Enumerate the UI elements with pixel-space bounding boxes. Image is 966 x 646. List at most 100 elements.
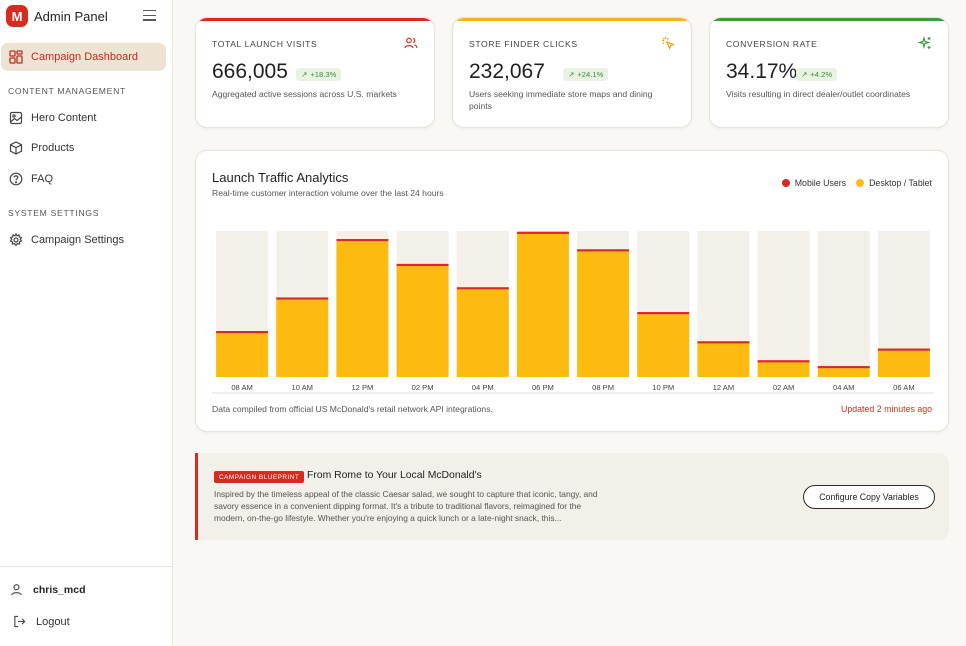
stat-description: Users seeking immediate store maps and d… — [469, 89, 653, 111]
trend-badge: ↗ +4.2% — [796, 68, 838, 81]
stat-card-store-finder: STORE FINDER CLICKS 232,067 ↗ +24.1% User… — [452, 17, 692, 128]
help-circle-icon — [9, 172, 23, 186]
x-tick-label: 12 PM — [351, 383, 373, 392]
bar-mobile-8 — [697, 341, 750, 344]
trend-up-icon: ↗ — [301, 70, 308, 79]
logout-label: Logout — [36, 615, 70, 628]
chart-subtitle: Real-time customer interaction volume ov… — [212, 188, 444, 198]
x-tick-label: 02 PM — [412, 383, 434, 392]
stat-description: Visits resulting in direct dealer/outlet… — [726, 89, 911, 99]
stat-description: Aggregated active sessions across U.S. m… — [212, 89, 397, 99]
legend-label: Desktop / Tablet — [869, 178, 932, 188]
bar-desktop-4 — [456, 289, 509, 377]
users-icon — [404, 37, 418, 49]
x-tick-label: 12 AM — [713, 383, 735, 392]
trend-badge: ↗ +18.3% — [296, 68, 342, 81]
bar-desktop-5 — [516, 233, 569, 377]
sidebar-item-products[interactable]: Products — [1, 134, 166, 162]
bar-desktop-9 — [757, 362, 810, 377]
sidebar: M Admin Panel Campaign Dashboard CONTENT… — [0, 0, 173, 646]
bar-desktop-0 — [216, 333, 269, 377]
sidebar-item-label: Campaign Settings — [31, 234, 124, 246]
gear-icon — [9, 233, 23, 247]
trend-badge-value: +18.3% — [310, 70, 337, 79]
dashboard-icon — [9, 50, 23, 64]
bar-desktop-8 — [697, 343, 750, 377]
bar-desktop-2 — [336, 241, 389, 377]
stat-label: STORE FINDER CLICKS — [469, 39, 578, 49]
blueprint-body: Inspired by the timeless appeal of the c… — [214, 489, 598, 523]
stat-accent-bar — [453, 18, 691, 21]
logout-button[interactable]: Logout — [13, 615, 70, 628]
stat-card-launch-visits: TOTAL LAUNCH VISITS 666,005 ↗ +18.3% Aggr… — [195, 17, 435, 128]
sidebar-item-label: Products — [31, 142, 75, 154]
sidebar-item-label: Campaign Dashboard — [31, 51, 139, 63]
bar-mobile-10 — [817, 366, 870, 369]
x-tick-label: 04 AM — [833, 383, 855, 392]
legend-item-desktop[interactable]: Desktop / Tablet — [856, 178, 932, 188]
bar-mobile-11 — [877, 348, 930, 351]
brand-title: Admin Panel — [34, 8, 108, 24]
blueprint-tag: CAMPAIGN BLUEPRINT — [214, 471, 305, 483]
bar-mobile-9 — [757, 360, 810, 363]
sidebar-item-label: FAQ — [31, 173, 54, 185]
chart-updated-status: Updated 2 minutes ago — [841, 404, 932, 414]
bar-desktop-1 — [276, 299, 329, 377]
sidebar-item-hero-content[interactable]: Hero Content — [1, 104, 166, 132]
trend-badge: ↗ +24.1% — [563, 68, 609, 81]
bar-mobile-4 — [456, 287, 509, 290]
chart-legend: Mobile Users Desktop / Tablet — [772, 178, 932, 188]
stat-accent-bar — [710, 18, 948, 21]
blueprint-title: From Rome to Your Local McDonald's — [307, 470, 482, 481]
bar-mobile-1 — [276, 297, 329, 300]
sidebar-item-campaign-dashboard[interactable]: Campaign Dashboard — [1, 43, 166, 71]
legend-label: Mobile Users — [794, 178, 847, 188]
sidebar-item-campaign-settings[interactable]: Campaign Settings — [1, 226, 166, 254]
x-tick-label: 10 PM — [652, 383, 674, 392]
traffic-chart-card: 08 AM 10 AM 12 PM 02 PM 04 PM 06 PM 08 PM 10 PM… — [195, 150, 949, 432]
x-tick-label: 02 AM — [773, 383, 795, 392]
bar-mobile-6 — [577, 249, 630, 252]
section-title-content: CONTENT MANAGEMENT — [8, 86, 126, 96]
stat-accent-bar — [196, 18, 434, 21]
trend-badge-value: +24.1% — [577, 70, 604, 79]
sidebar-divider — [0, 566, 173, 567]
traffic-bar-chart: 08 AM 10 AM 12 PM 02 PM 04 PM 06 PM 08 PM 10 PM… — [212, 231, 934, 394]
x-tick-label: 06 PM — [532, 383, 554, 392]
trend-badge-value: +4.2% — [810, 70, 833, 79]
x-tick-label: 10 AM — [291, 383, 313, 392]
stat-card-conversion: CONVERSION RATE 34.17% ↗ +4.2% Visits res… — [709, 17, 949, 128]
x-tick-label: 04 PM — [472, 383, 494, 392]
bar-desktop-10 — [817, 368, 870, 377]
brand-logo: M — [6, 5, 28, 27]
sidebar-item-faq[interactable]: FAQ — [1, 165, 166, 193]
campaign-blueprint-panel: CAMPAIGN BLUEPRINT From Rome to Your Loc… — [195, 453, 949, 540]
username: chris_mcd — [33, 583, 86, 596]
bar-mobile-0 — [216, 331, 269, 334]
chart-title: Launch Traffic Analytics — [212, 170, 349, 185]
image-icon — [9, 111, 23, 125]
box-icon — [9, 141, 23, 155]
stat-value: 666,005 — [212, 60, 288, 83]
x-tick-label: 08 AM — [231, 383, 253, 392]
configure-copy-variables-button[interactable]: Configure Copy Variables — [803, 485, 935, 509]
user-icon — [11, 584, 22, 596]
sparkle-icon — [918, 36, 931, 50]
bar-track — [817, 231, 870, 377]
x-tick-label: 06 AM — [893, 383, 915, 392]
legend-item-mobile[interactable]: Mobile Users — [781, 178, 847, 188]
legend-dot — [856, 179, 865, 187]
brand[interactable]: M Admin Panel — [6, 5, 108, 27]
click-icon — [662, 37, 675, 50]
menu-toggle-icon[interactable] — [143, 10, 156, 21]
bar-track — [757, 231, 810, 377]
user-profile[interactable]: chris_mcd — [10, 583, 86, 596]
bar-mobile-3 — [396, 263, 449, 267]
trend-up-icon: ↗ — [568, 70, 575, 79]
stat-value: 34.17% — [726, 60, 798, 83]
bar-mobile-5 — [516, 231, 569, 234]
bar-mobile-2 — [336, 239, 389, 242]
x-tick-label: 08 PM — [592, 383, 614, 392]
section-title-system: SYSTEM SETTINGS — [8, 208, 100, 218]
bar-desktop-7 — [637, 314, 690, 377]
